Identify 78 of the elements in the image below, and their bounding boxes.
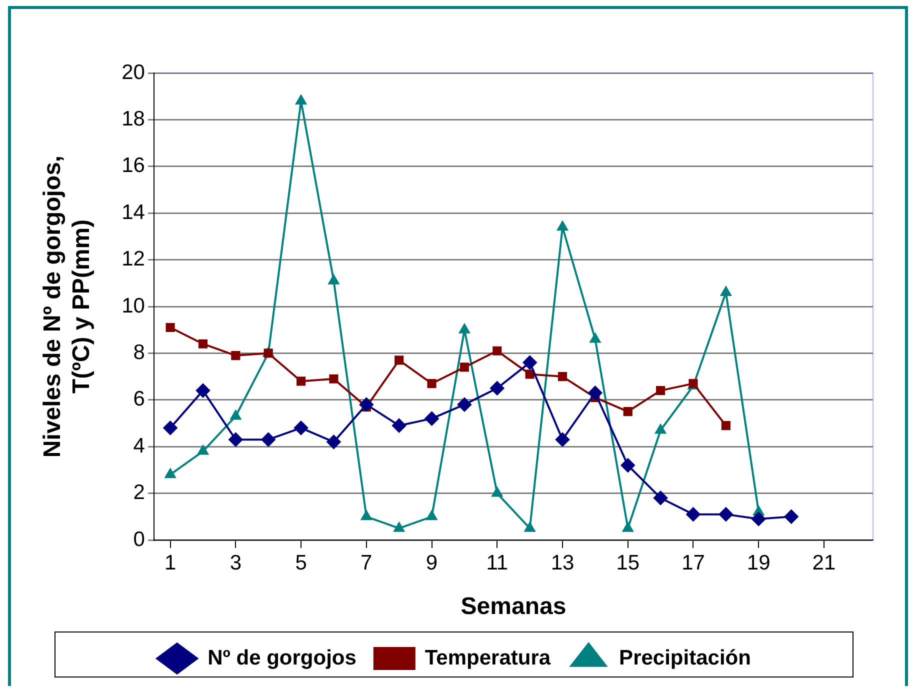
- point: [198, 339, 208, 348]
- point: [359, 398, 374, 412]
- point: [328, 274, 340, 284]
- y-tick-label: 4: [133, 434, 146, 458]
- x-axis-title: Semanas: [460, 593, 566, 620]
- point: [622, 522, 634, 532]
- x-tick-label: 19: [746, 551, 770, 574]
- point: [329, 374, 338, 384]
- point: [426, 510, 438, 520]
- point: [163, 420, 178, 435]
- point: [656, 386, 666, 396]
- point: [558, 372, 568, 382]
- point: [230, 410, 241, 420]
- point: [264, 348, 273, 358]
- point: [720, 286, 732, 296]
- y-axis-title: Niveles de Nº de gorgojos, T(ºC) y PP(mm): [39, 155, 95, 458]
- point: [718, 507, 733, 522]
- point: [166, 322, 175, 332]
- point: [686, 507, 700, 522]
- y-tick-label: 8: [133, 340, 145, 364]
- y-tick-label: 16: [122, 154, 145, 178]
- point: [525, 370, 534, 379]
- point: [392, 418, 406, 433]
- point: [228, 432, 243, 447]
- x-tick-label: 7: [360, 551, 372, 574]
- point: [424, 412, 439, 426]
- point: [784, 510, 798, 524]
- x-tick-label: 15: [616, 551, 640, 574]
- y-tick-label: 2: [133, 481, 145, 504]
- point: [164, 468, 176, 478]
- y-tick-label: 14: [122, 200, 146, 224]
- point: [557, 221, 568, 231]
- x-tick-label: 17: [682, 551, 705, 574]
- point: [492, 346, 502, 356]
- legend-label: Temperatura: [424, 646, 551, 670]
- point: [459, 324, 470, 334]
- x-tick-label: 3: [230, 551, 242, 574]
- point: [296, 95, 306, 105]
- x-tick-label: 9: [426, 551, 438, 574]
- y-tick-label: 20: [122, 60, 145, 84]
- y-tick-label: 6: [133, 388, 145, 411]
- y-tick-label: 0: [133, 528, 145, 551]
- point: [654, 490, 668, 505]
- x-tick-label: 13: [550, 551, 574, 574]
- point: [556, 432, 570, 447]
- y-tick-label: 12: [122, 248, 145, 271]
- point: [427, 379, 436, 388]
- point: [522, 356, 537, 370]
- point: [524, 522, 536, 532]
- point: [490, 381, 504, 396]
- point: [394, 356, 404, 365]
- point: [198, 445, 208, 455]
- point: [294, 420, 308, 435]
- point: [326, 434, 341, 449]
- point: [196, 384, 210, 398]
- point: [361, 510, 372, 520]
- point: [623, 407, 632, 416]
- point: [457, 398, 472, 412]
- y-tick-label: 18: [122, 107, 145, 130]
- point: [394, 522, 404, 532]
- point: [460, 362, 469, 372]
- point: [721, 421, 730, 430]
- point: [752, 512, 766, 526]
- point: [296, 376, 306, 386]
- x-tick-label: 1: [164, 551, 176, 574]
- legend-label: Nº de gorgojos: [208, 646, 356, 670]
- point: [655, 424, 666, 434]
- point: [620, 458, 635, 472]
- x-tick-label: 5: [295, 551, 307, 574]
- point: [492, 487, 502, 497]
- x-tick-label: 21: [812, 551, 836, 574]
- y-tick-label: 10: [122, 294, 145, 318]
- point: [588, 386, 602, 400]
- x-tick-label: 11: [486, 551, 508, 574]
- point: [231, 351, 240, 360]
- point: [261, 432, 276, 447]
- legend-label: Precipitación: [619, 646, 751, 670]
- point: [590, 333, 601, 343]
